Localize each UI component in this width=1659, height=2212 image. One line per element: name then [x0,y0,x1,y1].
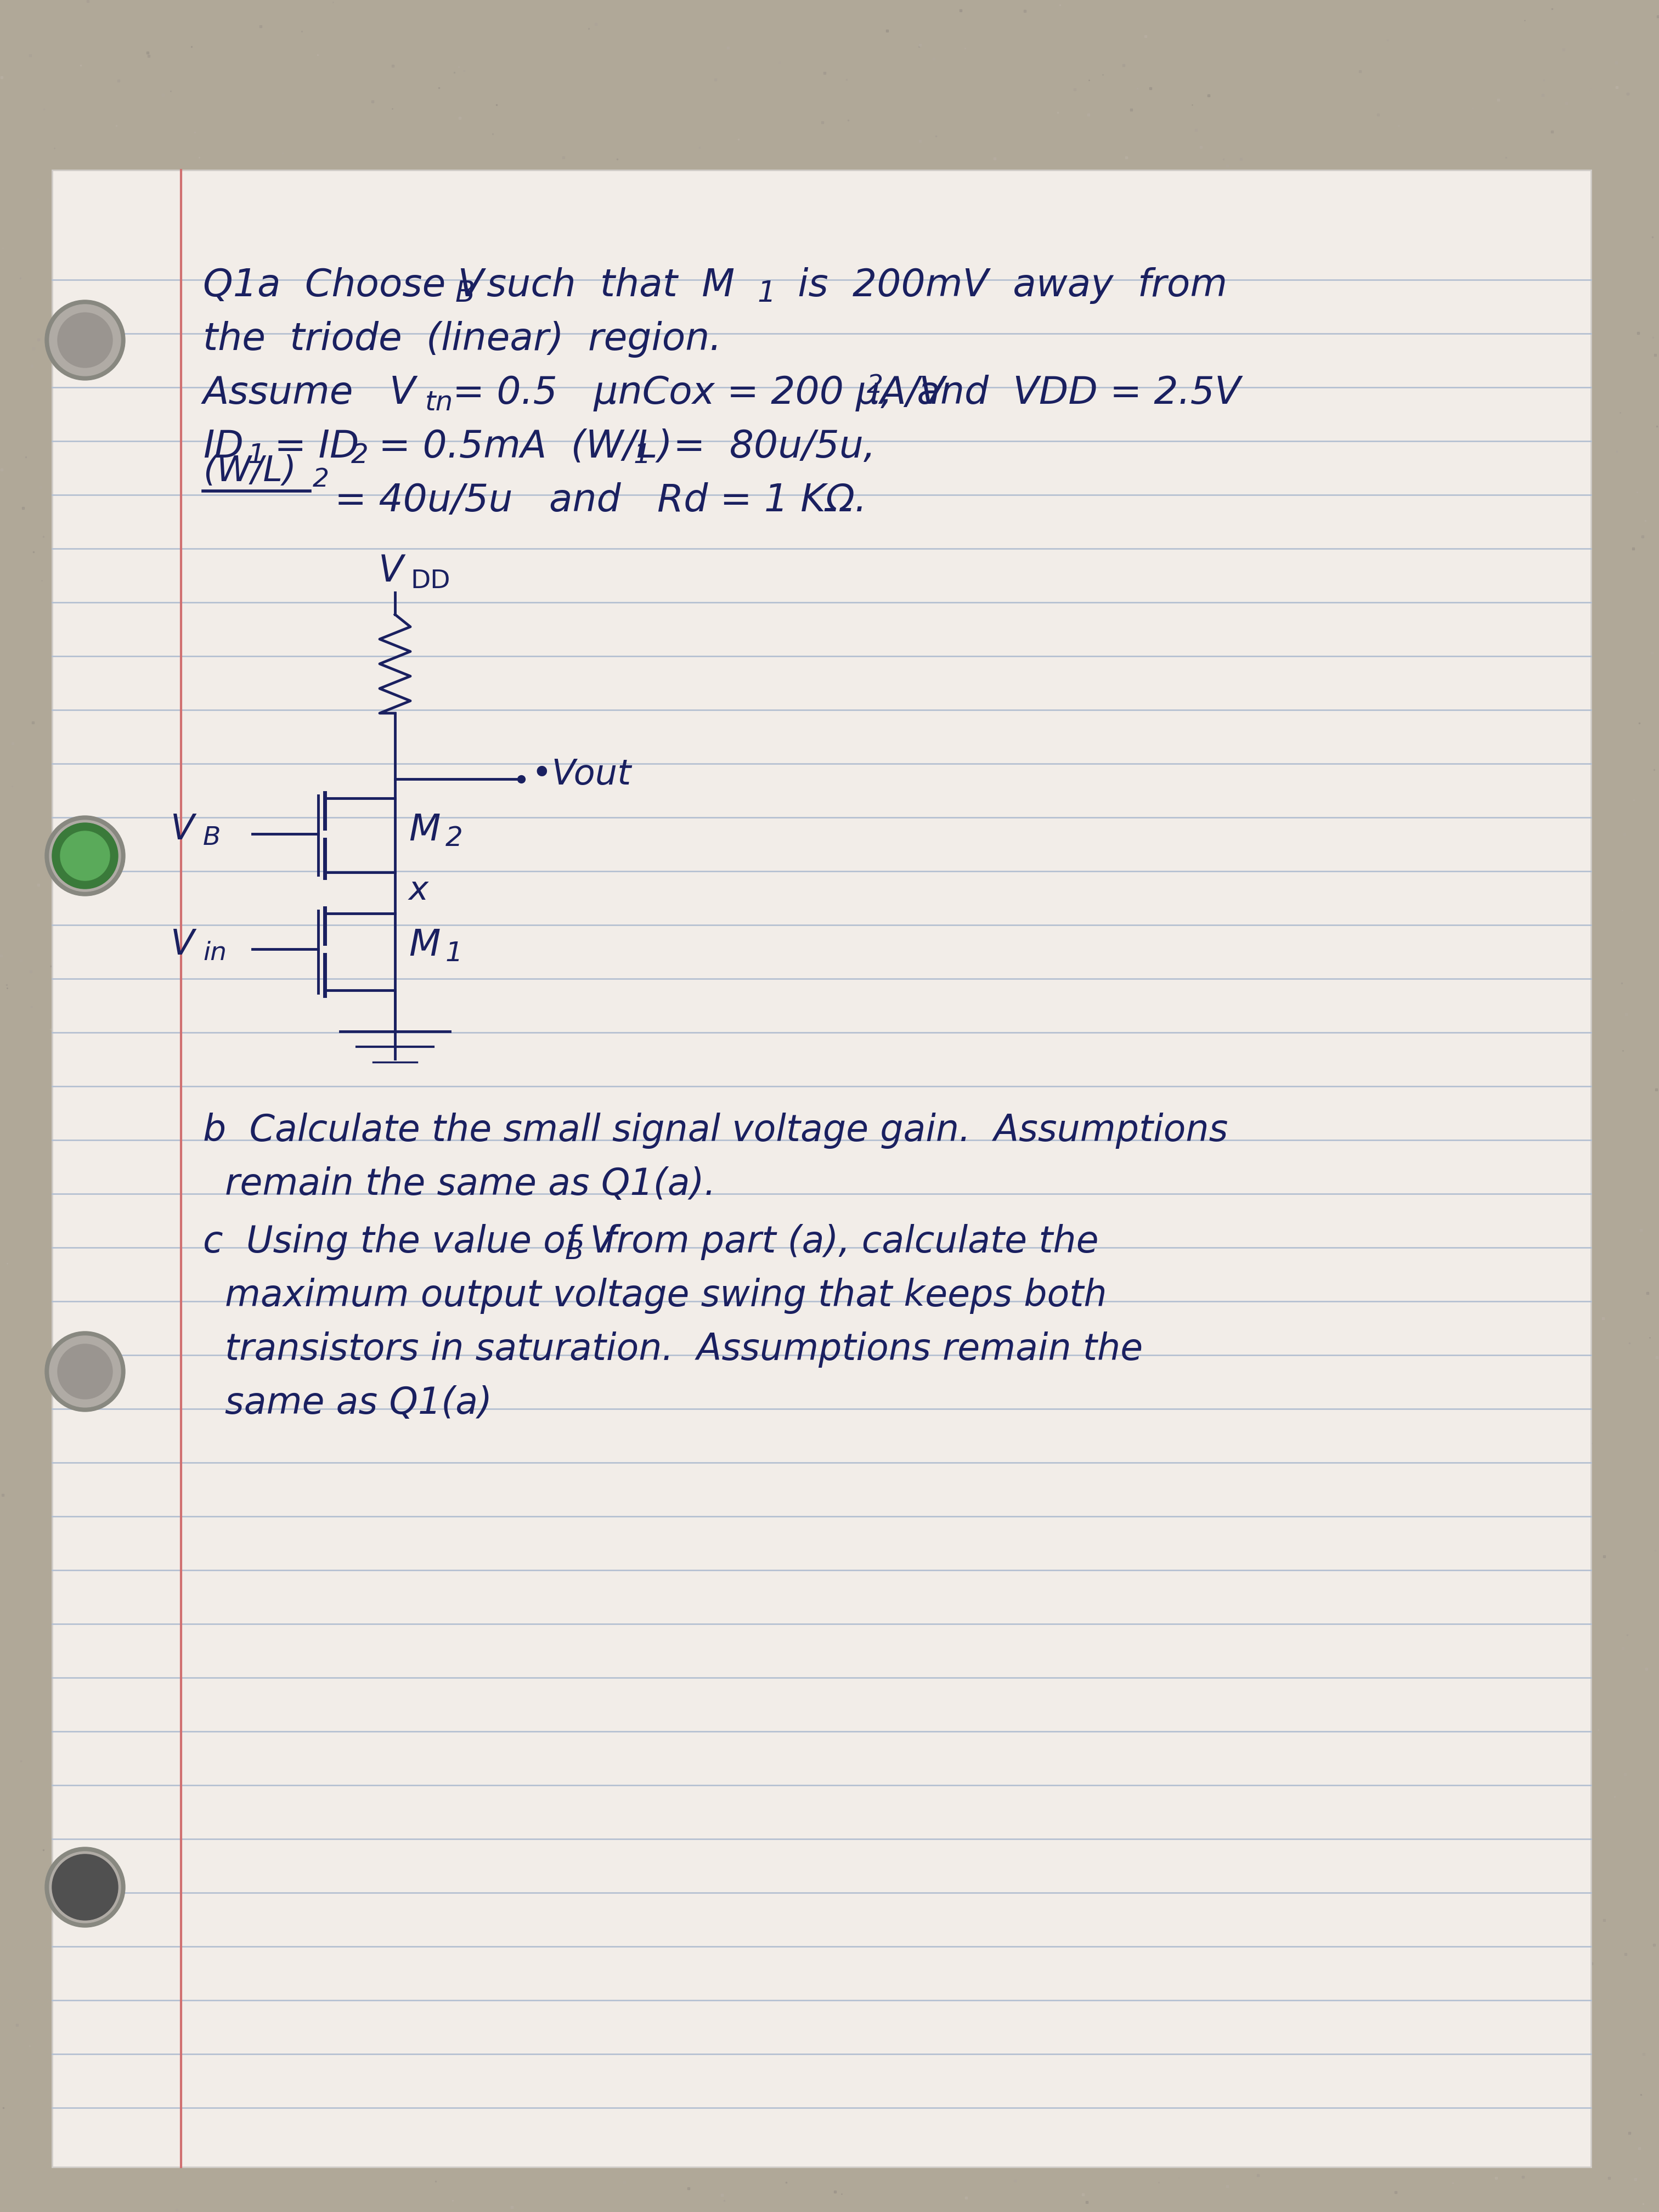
Text: tn: tn [425,389,453,416]
Text: (W/L): (W/L) [202,453,297,489]
Text: 1: 1 [247,442,265,469]
Text: 2: 2 [866,374,883,398]
Text: ID: ID [202,429,244,465]
Circle shape [50,1851,121,1922]
Text: V: V [171,812,194,847]
Circle shape [50,305,121,376]
Circle shape [50,1336,121,1407]
Text: in: in [202,940,227,967]
Circle shape [58,1345,113,1398]
Text: the  triode  (linear)  region.: the triode (linear) region. [202,321,722,358]
Text: 1: 1 [757,279,775,307]
Circle shape [58,312,113,367]
Text: M: M [408,927,440,964]
Circle shape [45,301,124,380]
Text: same as Q1(a): same as Q1(a) [226,1385,493,1422]
Text: 1: 1 [634,442,650,469]
Text: M: M [408,812,440,847]
Text: B: B [202,825,221,849]
Text: x: x [408,874,428,907]
Circle shape [60,832,109,880]
Text: •Vout: •Vout [531,759,630,792]
Text: Q1a  Choose V: Q1a Choose V [202,268,484,303]
Text: c  Using the value of V: c Using the value of V [202,1223,615,1261]
Text: = 0.5mA  (W/L): = 0.5mA (W/L) [367,429,672,465]
Text: 2: 2 [446,825,463,852]
Circle shape [45,1332,124,1411]
Text: B: B [455,279,474,307]
Text: B: B [566,1239,584,1265]
Text: transistors in saturation.  Assumptions remain the: transistors in saturation. Assumptions r… [226,1332,1143,1367]
Circle shape [45,816,124,896]
Text: = 0.5   μnCox = 200 μA/V: = 0.5 μnCox = 200 μA/V [453,374,946,411]
Text: remain the same as Q1(a).: remain the same as Q1(a). [226,1166,715,1203]
Text: is  200mV  away  from: is 200mV away from [773,268,1228,303]
Text: Assume   V: Assume V [202,374,416,411]
Text: 1: 1 [446,940,463,967]
Circle shape [51,823,118,889]
Text: ,  and  VDD = 2.5V: , and VDD = 2.5V [881,374,1241,411]
Circle shape [58,1860,113,1916]
Text: = 40u/5u   and   Rd = 1 KΩ.: = 40u/5u and Rd = 1 KΩ. [335,482,868,520]
Circle shape [45,1847,124,1927]
Text: from part (a), calculate the: from part (a), calculate the [581,1223,1098,1261]
Text: b  Calculate the small signal voltage gain.  Assumptions: b Calculate the small signal voltage gai… [202,1113,1228,1148]
Text: DD: DD [410,568,450,593]
Text: =  80u/5u,: = 80u/5u, [649,429,876,465]
Text: maximum output voltage swing that keeps both: maximum output voltage swing that keeps … [226,1279,1107,1314]
Text: such  that  M: such that M [474,268,735,303]
Text: V: V [378,553,403,588]
Circle shape [51,1854,118,1920]
Circle shape [58,830,113,883]
Text: = ID: = ID [262,429,358,465]
Circle shape [50,821,121,891]
FancyBboxPatch shape [51,170,1591,2168]
Text: V: V [171,927,194,962]
Text: 2: 2 [312,467,328,491]
Text: 2: 2 [352,442,368,469]
